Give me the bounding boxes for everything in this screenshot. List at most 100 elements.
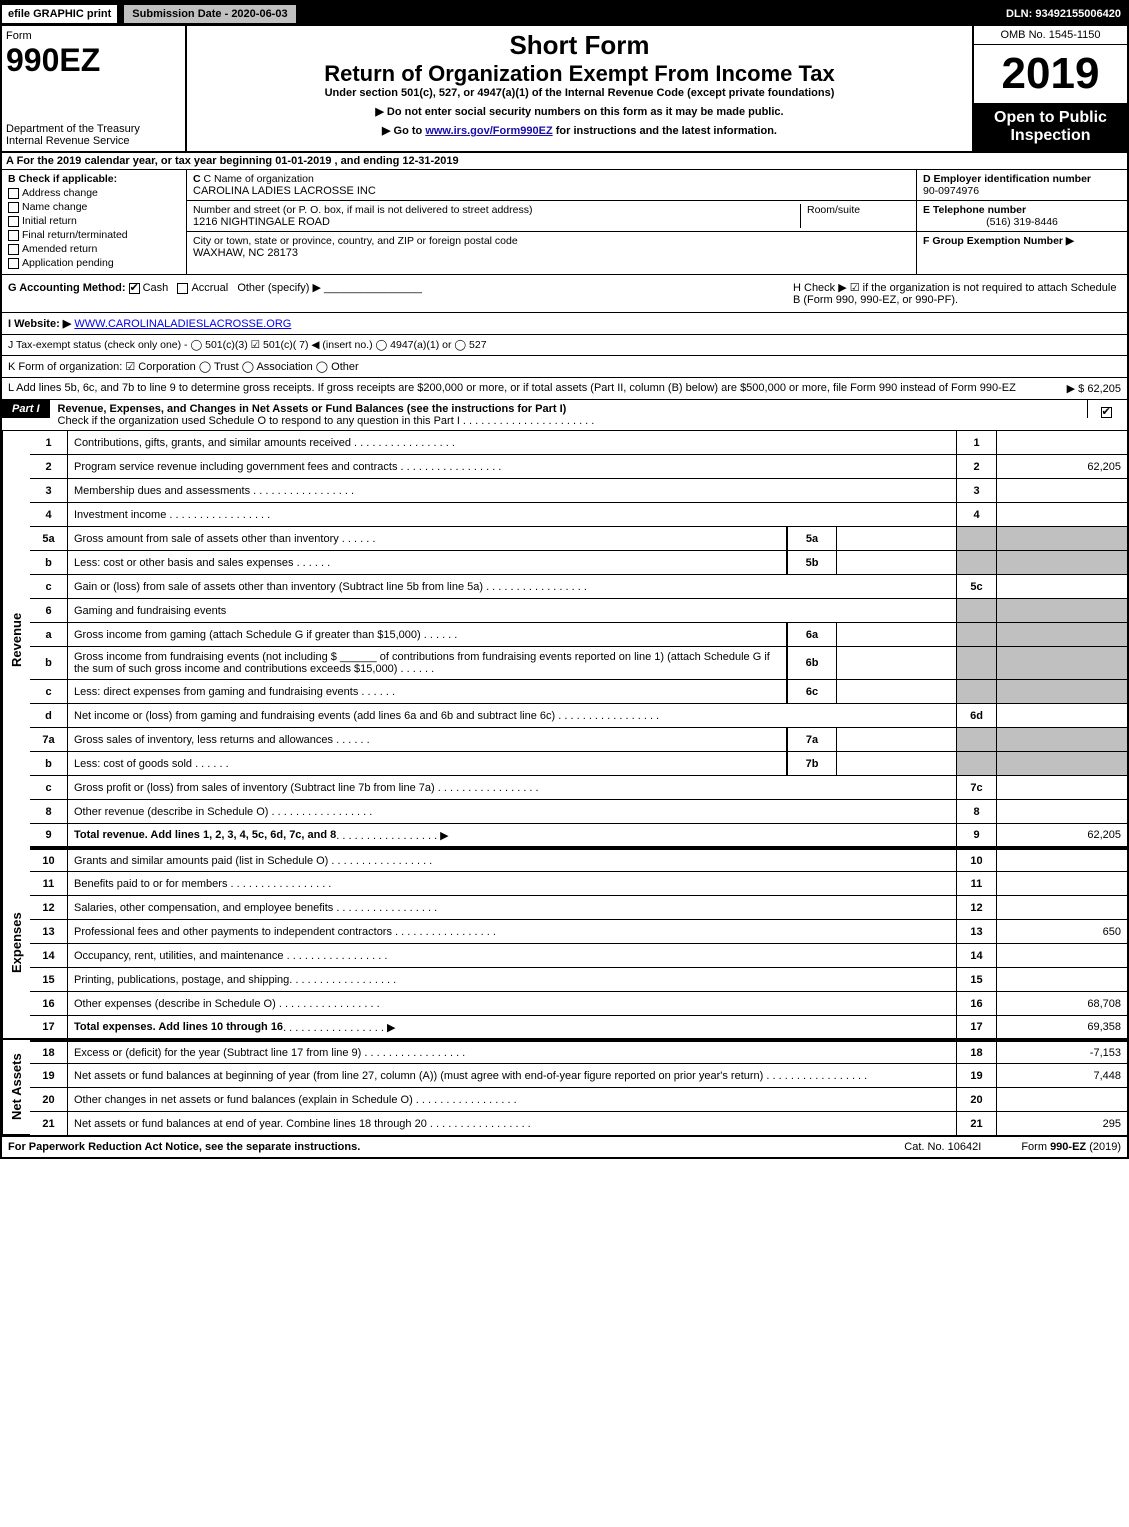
line-desc: Other expenses (describe in Schedule O) …: [68, 992, 957, 1016]
part1-text: Revenue, Expenses, and Changes in Net As…: [58, 400, 1087, 430]
line-ref: 3: [957, 479, 997, 503]
line-amount: [997, 575, 1127, 599]
line-amount: [997, 896, 1127, 920]
line-ref: 7c: [957, 776, 997, 800]
inner-box-amount: [837, 680, 957, 704]
line-amount-shaded: [997, 623, 1127, 647]
line-desc: Other revenue (describe in Schedule O) .…: [68, 800, 957, 824]
line-amount: 650: [997, 920, 1127, 944]
line-number: b: [30, 647, 68, 680]
ssn-warning: ▶ Do not enter social security numbers o…: [195, 105, 964, 118]
dept-treasury: Department of the Treasury: [6, 123, 181, 135]
line-desc: Printing, publications, postage, and shi…: [68, 968, 957, 992]
city-label: City or town, state or province, country…: [193, 235, 910, 247]
line-ref-shaded: [957, 599, 997, 623]
chk-address-change[interactable]: Address change: [8, 187, 180, 199]
line-ref: 10: [957, 848, 997, 872]
line-number: 15: [30, 968, 68, 992]
line-desc: Grants and similar amounts paid (list in…: [68, 848, 957, 872]
line-number: c: [30, 776, 68, 800]
line-desc: Gain or (loss) from sale of assets other…: [68, 575, 957, 599]
line-amount-shaded: [997, 551, 1127, 575]
return-title: Return of Organization Exempt From Incom…: [195, 61, 964, 87]
line-number: 9: [30, 824, 68, 848]
line-ref: 19: [957, 1064, 997, 1088]
line-ref-shaded: [957, 551, 997, 575]
website-link[interactable]: WWW.CAROLINALADIESLACROSSE.ORG: [74, 318, 291, 330]
chk-cash[interactable]: [129, 283, 140, 294]
section-bcdef: B Check if applicable: Address change Na…: [2, 170, 1127, 275]
col-b-checkboxes: B Check if applicable: Address change Na…: [2, 170, 187, 274]
line-ref: 4: [957, 503, 997, 527]
dln-number: DLN: 93492155006420: [1006, 8, 1127, 20]
e-label: E Telephone number: [923, 204, 1121, 216]
line-number: 6: [30, 599, 68, 623]
row-gh: G Accounting Method: Cash Accrual Other …: [2, 275, 1127, 313]
part1-check[interactable]: [1087, 400, 1127, 418]
col-c-org-info: C C Name of organization CAROLINA LADIES…: [187, 170, 917, 274]
line-number: 1: [30, 431, 68, 455]
org-name: CAROLINA LADIES LACROSSE INC: [193, 185, 910, 197]
row-k: K Form of organization: ☑ Corporation ◯ …: [2, 356, 1127, 378]
line-number: 2: [30, 455, 68, 479]
line-amount-shaded: [997, 599, 1127, 623]
line-ref-shaded: [957, 728, 997, 752]
line-ref: 12: [957, 896, 997, 920]
line-ref: 6d: [957, 704, 997, 728]
section-d: D Employer identification number 90-0974…: [917, 170, 1127, 201]
ein-value: 90-0974976: [923, 185, 1121, 197]
line-ref: 16: [957, 992, 997, 1016]
line-number: 19: [30, 1064, 68, 1088]
chk-final-return[interactable]: Final return/terminated: [8, 229, 180, 241]
row-a-tax-year: A For the 2019 calendar year, or tax yea…: [2, 153, 1127, 170]
line-amount: [997, 968, 1127, 992]
chk-application-pending[interactable]: Application pending: [8, 257, 180, 269]
line-number: 8: [30, 800, 68, 824]
inner-box-amount: [837, 623, 957, 647]
inner-box-label: 7b: [787, 752, 837, 776]
line-desc: Contributions, gifts, grants, and simila…: [68, 431, 957, 455]
chk-name-change[interactable]: Name change: [8, 201, 180, 213]
top-bar: efile GRAPHIC print Submission Date - 20…: [2, 2, 1127, 26]
i-label: I Website: ▶: [8, 318, 71, 330]
inner-box-label: 5b: [787, 551, 837, 575]
part1-title: Revenue, Expenses, and Changes in Net As…: [58, 403, 567, 415]
line-ref: 2: [957, 455, 997, 479]
tax-year: 2019: [974, 45, 1127, 103]
line-desc: Less: cost of goods sold . . . . . .: [68, 752, 787, 776]
form-header: Form 990EZ Department of the Treasury In…: [2, 26, 1127, 153]
submission-date: Submission Date - 2020-06-03: [123, 4, 296, 24]
section-e: E Telephone number (516) 319-8446: [917, 201, 1127, 232]
irs-link[interactable]: www.irs.gov/Form990EZ: [425, 125, 552, 137]
line-number: a: [30, 623, 68, 647]
footer-form: Form 990-EZ (2019): [1021, 1141, 1121, 1153]
line-amount: [997, 944, 1127, 968]
line-amount: [997, 503, 1127, 527]
line-amount: 7,448: [997, 1064, 1127, 1088]
row-g: G Accounting Method: Cash Accrual Other …: [2, 275, 787, 312]
line-desc: Less: direct expenses from gaming and fu…: [68, 680, 787, 704]
line-amount: [997, 872, 1127, 896]
form-word: Form: [6, 30, 181, 42]
line-number: b: [30, 551, 68, 575]
line-amount-shaded: [997, 680, 1127, 704]
line-desc: Net assets or fund balances at beginning…: [68, 1064, 957, 1088]
part1-header: Part I Revenue, Expenses, and Changes in…: [2, 400, 1127, 431]
line-amount: [997, 848, 1127, 872]
l-amount: ▶ $ 62,205: [1067, 382, 1121, 395]
header-right: OMB No. 1545-1150 2019 Open to Public In…: [972, 26, 1127, 151]
side-label-expenses: Expenses: [2, 848, 30, 1040]
chk-initial-return[interactable]: Initial return: [8, 215, 180, 227]
line-amount-shaded: [997, 752, 1127, 776]
line-number: d: [30, 704, 68, 728]
line-desc: Total expenses. Add lines 10 through 16 …: [68, 1016, 957, 1040]
room-suite: Room/suite: [800, 204, 910, 228]
line-ref: 15: [957, 968, 997, 992]
inner-box-amount: [837, 752, 957, 776]
chk-amended-return[interactable]: Amended return: [8, 243, 180, 255]
line-ref: 13: [957, 920, 997, 944]
efile-print-label[interactable]: efile GRAPHIC print: [2, 5, 119, 23]
goto-post: for instructions and the latest informat…: [553, 125, 777, 137]
chk-accrual[interactable]: [177, 283, 188, 294]
row-j: J Tax-exempt status (check only one) - ◯…: [2, 335, 1127, 356]
